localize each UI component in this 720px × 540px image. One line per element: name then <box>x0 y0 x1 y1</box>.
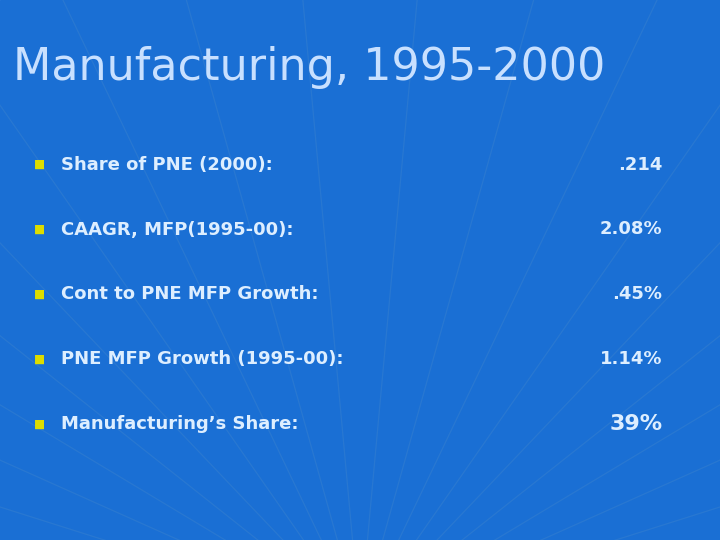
Text: Cont to PNE MFP Growth:: Cont to PNE MFP Growth: <box>61 285 319 303</box>
Text: 39%: 39% <box>609 414 662 434</box>
Text: ■: ■ <box>34 158 45 171</box>
Text: ■: ■ <box>34 223 45 236</box>
Text: CAAGR, MFP(1995-00):: CAAGR, MFP(1995-00): <box>61 220 294 239</box>
Text: Manufacturing’s Share:: Manufacturing’s Share: <box>61 415 299 433</box>
Text: 1.14%: 1.14% <box>600 350 662 368</box>
Text: Share of PNE (2000):: Share of PNE (2000): <box>61 156 273 174</box>
Text: 2.08%: 2.08% <box>600 220 662 239</box>
Text: ■: ■ <box>34 288 45 301</box>
Text: Manufacturing, 1995-2000: Manufacturing, 1995-2000 <box>14 46 606 89</box>
Text: ■: ■ <box>34 353 45 366</box>
Text: .214: .214 <box>618 156 662 174</box>
Text: PNE MFP Growth (1995-00):: PNE MFP Growth (1995-00): <box>61 350 343 368</box>
Text: .45%: .45% <box>613 285 662 303</box>
Text: ■: ■ <box>34 417 45 430</box>
